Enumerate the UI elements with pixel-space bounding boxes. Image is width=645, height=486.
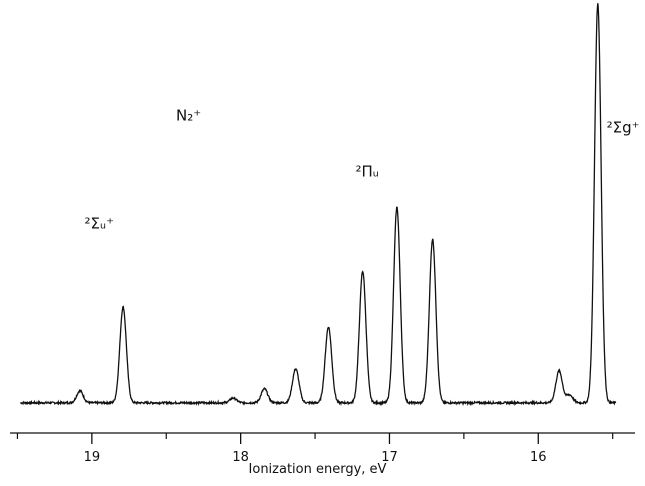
x-axis-ticks	[16, 433, 614, 444]
annotation-label: N₂⁺	[176, 107, 201, 125]
x-tick-label: 16	[530, 450, 547, 465]
x-tick-labels: 19 18 17 16	[84, 450, 547, 465]
spectrum-line	[20, 3, 617, 407]
annotation-label: ²Σg⁺	[607, 119, 640, 137]
annotations: N₂⁺ ²Σᵤ⁺ ²Πᵤ ²Σg⁺	[85, 107, 640, 233]
annotation-label: ²Πᵤ	[355, 163, 378, 181]
x-tick-label: 19	[84, 450, 101, 465]
x-axis-label: Ionization energy, eV	[249, 462, 387, 477]
annotation-label: ²Σᵤ⁺	[85, 214, 114, 232]
x-tick-label: 17	[381, 450, 398, 465]
x-tick-label: 18	[232, 450, 249, 465]
